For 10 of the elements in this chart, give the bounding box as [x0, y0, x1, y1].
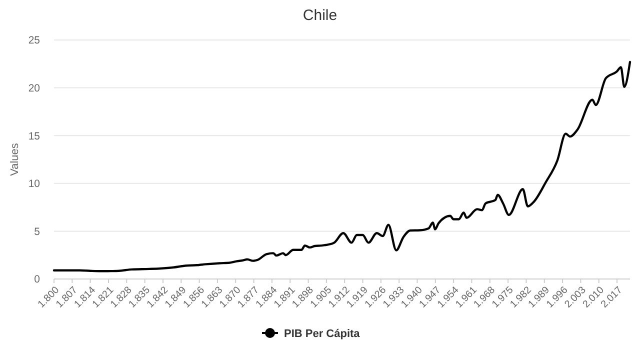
- legend-label: PIB Per Cápita: [284, 328, 361, 340]
- y-tick-label: 10: [28, 178, 40, 190]
- chart-title: Chile: [302, 7, 338, 24]
- y-tick-label: 5: [34, 226, 40, 238]
- line-series: [52, 60, 632, 272]
- y-tick-label: 0: [34, 274, 40, 286]
- y-tick-label: 15: [28, 130, 40, 142]
- y-axis-title: Values: [9, 142, 21, 176]
- y-tick-label: 20: [28, 82, 40, 94]
- y-tick-label: 25: [28, 34, 40, 47]
